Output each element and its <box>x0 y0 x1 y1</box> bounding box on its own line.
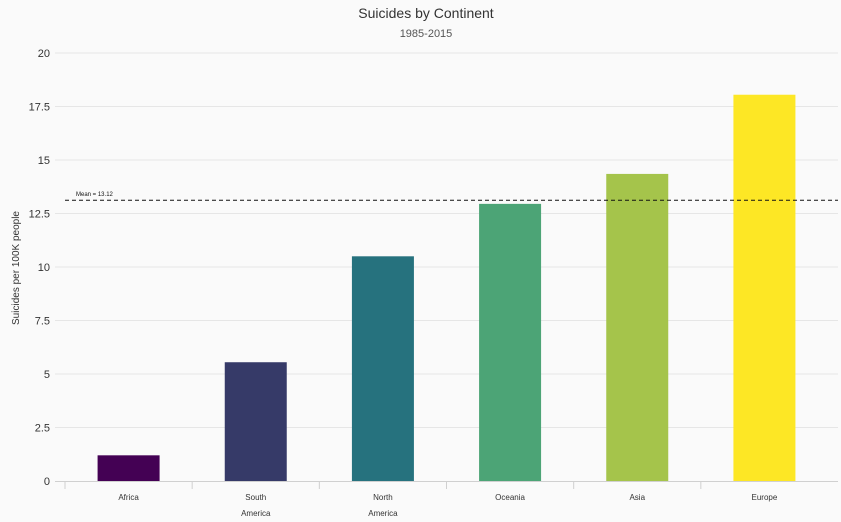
y-tick-label: 15 <box>38 155 50 167</box>
y-axis-ticks: 0 2.5 5 7.5 10 12.5 15 17.5 20 <box>29 48 50 488</box>
bar <box>224 362 287 481</box>
x-tick-label: North America <box>368 493 398 518</box>
chart-title: Suicides by Continent <box>358 5 494 21</box>
chart-subtitle: 1985-2015 <box>400 28 453 40</box>
bar <box>479 203 542 481</box>
mean-label: Mean = 13.12 <box>76 192 114 198</box>
y-tick-label: 7.5 <box>35 316 50 328</box>
y-tick-label: 5 <box>44 369 50 381</box>
x-tick-label: Africa <box>118 493 139 502</box>
x-axis: Africa South America North America Oceania Asi… <box>55 481 838 518</box>
y-axis-label: Suicides per 100K people <box>11 211 22 325</box>
bar <box>97 455 160 481</box>
y-tick-label: 2.5 <box>35 423 50 435</box>
bars <box>97 94 796 481</box>
y-tick-label: 0 <box>44 476 50 488</box>
bar <box>351 256 414 481</box>
x-tick-label: Asia <box>629 493 645 502</box>
bar <box>733 94 796 481</box>
grid-lines <box>55 52 838 428</box>
y-tick-label: 20 <box>38 48 50 60</box>
y-tick-label: 10 <box>38 262 50 274</box>
x-tick-label: Europe <box>752 493 778 502</box>
x-tick-label: South America <box>241 493 271 518</box>
x-tick-label: Oceania <box>495 493 525 502</box>
mean-reference: Mean = 13.12 <box>65 192 838 201</box>
bar <box>606 173 669 481</box>
y-tick-label: 17.5 <box>29 102 50 114</box>
y-tick-label: 12.5 <box>29 209 50 221</box>
